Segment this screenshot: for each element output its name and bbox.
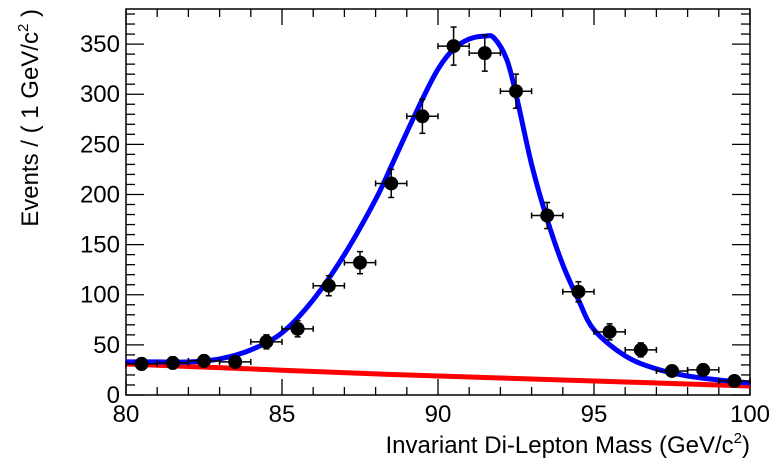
point-marker [197, 353, 211, 368]
point-marker [446, 39, 461, 54]
data-point [343, 250, 377, 275]
point-marker [384, 176, 399, 191]
x-tick-label: 85 [269, 401, 296, 428]
point-marker [353, 255, 367, 270]
data-point [125, 356, 158, 371]
axis-ticks [125, 9, 751, 396]
y-tick-label: 200 [80, 181, 120, 208]
point-marker [134, 356, 149, 371]
point-marker [633, 342, 648, 357]
data-point [468, 34, 502, 72]
point-marker [509, 84, 523, 99]
point-marker [228, 354, 243, 369]
x-tick-label: 100 [730, 401, 770, 428]
data-point [624, 342, 658, 358]
y-tick-label: 0 [107, 382, 120, 409]
y-tick-label: 300 [80, 81, 120, 108]
y-axis-label: Events / ( 1 GeV/c2 ) [15, 9, 44, 227]
fit-curve [126, 33, 751, 386]
plot-area: 80 85 90 95 100 0 50 100 150 200 250 300 350 [80, 8, 770, 428]
point-marker [290, 321, 305, 336]
y-tick-label: 100 [80, 282, 120, 309]
y-tick-label: 50 [93, 332, 120, 359]
data-point [218, 354, 252, 369]
point-marker [696, 362, 711, 377]
data-point [406, 98, 439, 135]
point-marker [727, 373, 742, 388]
data-point [655, 363, 689, 378]
x-tick-label: 90 [425, 401, 452, 428]
data-point [593, 323, 626, 341]
x-tick-label: 95 [581, 401, 608, 428]
point-marker [477, 46, 492, 61]
point-marker [540, 208, 555, 223]
point-marker [602, 324, 617, 339]
point-marker [321, 278, 336, 293]
point-marker [415, 109, 430, 124]
data-point [686, 362, 720, 377]
data-point [437, 26, 470, 66]
data-points [125, 26, 751, 388]
data-point [312, 274, 346, 297]
point-marker [259, 334, 274, 349]
point-marker [165, 355, 180, 370]
data-point [499, 73, 533, 110]
point-marker [571, 284, 586, 299]
x-tick-label: 80 [113, 401, 140, 428]
data-point [530, 201, 564, 230]
y-tick-label: 250 [80, 131, 120, 158]
x-axis-label: Invariant Di-Lepton Mass (GeV/c2) [386, 430, 750, 459]
data-point [562, 280, 595, 303]
data-point [718, 373, 751, 388]
y-tick-label: 150 [80, 232, 120, 259]
y-tick-label: 350 [80, 31, 120, 58]
data-point [187, 353, 221, 368]
data-point [250, 334, 283, 350]
data-point [281, 320, 314, 338]
point-marker [665, 363, 679, 378]
signal-fit [126, 33, 751, 386]
tick-labels: 80 85 90 95 100 0 50 100 150 200 250 300 350 [80, 31, 770, 428]
data-point [374, 168, 408, 199]
